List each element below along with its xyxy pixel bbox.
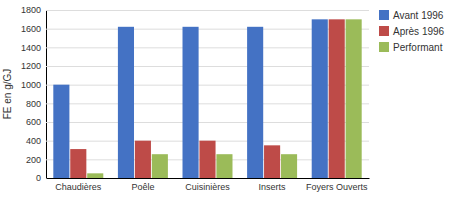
bar-series [53, 19, 327, 178]
y-axis-line [47, 11, 370, 179]
grid-line [46, 10, 369, 11]
bar [346, 19, 362, 178]
y-tick-label: 600 [26, 117, 41, 127]
x-tick-group: Foyers Ouverts [306, 182, 368, 192]
y-tick-label: 400 [26, 136, 41, 146]
x-tick-group: Chaudières [55, 182, 102, 192]
bar [183, 27, 199, 178]
legend-label: Avant 1996 [393, 10, 444, 21]
chart: 0 200 400 600 800 1000 1200 1400 1600 1800 Chaudiè… [0, 0, 453, 200]
x-tick-group: Cuisinières [185, 182, 230, 192]
x-axis-line [47, 178, 370, 179]
x-axis: Chaudières Poêle Cuisinières Inserts Foyers … [47, 179, 370, 193]
legend-label: Après 1996 [393, 26, 445, 37]
bar [281, 154, 297, 178]
y-tick-label: 200 [26, 155, 41, 165]
legend-item: Performant [379, 42, 443, 53]
bar [247, 27, 263, 178]
legend-swatch [379, 26, 389, 36]
y-tick-group: 1800 [21, 5, 369, 15]
bar [216, 154, 232, 178]
bar [199, 141, 215, 178]
x-tick-label: Cuisinières [185, 182, 230, 192]
legend: Avant 1996 Après 1996 Performant [379, 10, 445, 53]
x-tick-label: Inserts [259, 182, 287, 192]
bar [53, 85, 69, 178]
bar-series [87, 19, 361, 178]
y-tick-label: 0 [36, 173, 41, 183]
y-axis: 0 200 400 600 800 1000 1200 1400 1600 1800 [21, 5, 369, 183]
y-tick-label: 1800 [21, 5, 41, 15]
y-tick-label: 1200 [21, 61, 41, 71]
bar [329, 19, 345, 178]
legend-item: Avant 1996 [379, 10, 444, 21]
grid-line [46, 178, 369, 179]
legend-label: Performant [393, 42, 443, 53]
bar [135, 141, 151, 178]
bar [264, 145, 280, 178]
bar-series [70, 19, 344, 178]
legend-item: Après 1996 [379, 26, 445, 37]
x-tick-label: Poêle [131, 182, 154, 192]
y-axis-title: FE en g/GJ [2, 69, 13, 120]
y-tick-label: 800 [26, 99, 41, 109]
legend-swatch [379, 10, 389, 20]
x-tick-group: Poêle [131, 182, 154, 192]
y-tick-label: 1400 [21, 43, 41, 53]
x-tick-group: Inserts [259, 182, 287, 192]
bar [152, 154, 168, 178]
y-tick-label: 1000 [21, 80, 41, 90]
y-tick-label: 1600 [21, 24, 41, 34]
bar [87, 173, 103, 178]
bar [312, 19, 328, 178]
legend-swatch [379, 42, 389, 52]
bar [118, 27, 134, 178]
plot: 0 200 400 600 800 1000 1200 1400 1600 1800 Chaudiè… [21, 5, 370, 192]
bar [70, 149, 86, 178]
x-tick-label: Foyers Ouverts [306, 182, 368, 192]
x-tick-label: Chaudières [55, 182, 102, 192]
bars [53, 19, 361, 178]
